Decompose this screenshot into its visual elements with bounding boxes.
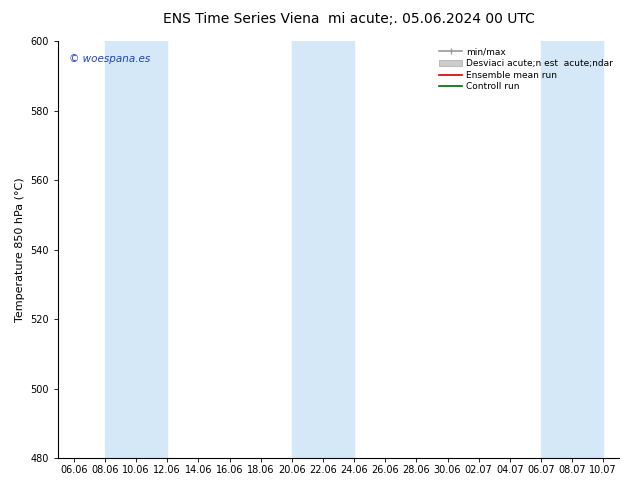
Bar	[541, 41, 604, 458]
Legend: min/max, Desviaci acute;n est  acute;ndar, Ensemble mean run, Controll run: min/max, Desviaci acute;n est acute;ndar…	[437, 46, 614, 93]
Text: mi acute;. 05.06.2024 00 UTC: mi acute;. 05.06.2024 00 UTC	[328, 12, 534, 26]
Y-axis label: Temperature 850 hPa (°C): Temperature 850 hPa (°C)	[15, 177, 25, 322]
Bar	[292, 41, 354, 458]
Text: © woespana.es: © woespana.es	[69, 53, 151, 64]
Text: ENS Time Series Viena: ENS Time Series Viena	[163, 12, 319, 26]
Bar	[105, 41, 167, 458]
